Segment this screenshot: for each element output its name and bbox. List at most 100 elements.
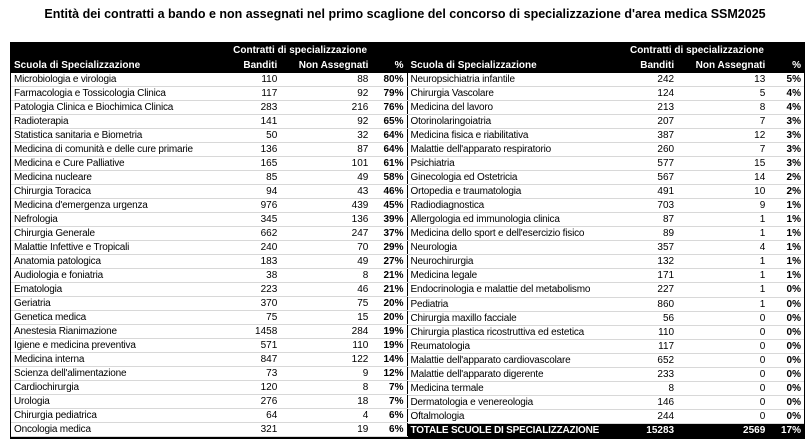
table-row: Medicina interna 847 122 14% — [11, 352, 407, 367]
non-assegnati-value: 8 — [280, 268, 372, 283]
non-assegnati-value: 0 — [677, 409, 769, 424]
non-assegnati-value: 49 — [280, 170, 372, 185]
school-name: Neurologia — [407, 240, 626, 256]
non-assegnati-value: 9 — [677, 198, 769, 214]
column-header-non-assegnati: Non Assegnati — [677, 58, 769, 73]
non-assegnati-value: 18 — [280, 394, 372, 409]
percent-value: 3% — [768, 128, 804, 144]
table-row: Radioterapia 141 92 65% — [11, 114, 407, 129]
non-assegnati-value: 15 — [280, 310, 372, 325]
non-assegnati-value: 8 — [280, 380, 372, 395]
table-row: Anatomia patologica 183 49 27% — [11, 254, 407, 269]
school-name: Urologia — [11, 394, 229, 409]
percent-value: 46% — [371, 184, 407, 199]
table-row: Medicina nucleare 85 49 58% — [11, 170, 407, 185]
percent-value: 3% — [768, 114, 804, 130]
banditi-value: 110 — [625, 325, 678, 340]
banditi-value: 15283 — [625, 423, 678, 437]
table-row: Microbiologia e virologia 110 88 80% — [11, 73, 407, 87]
school-name: Ematologia — [11, 282, 229, 297]
table-row: Chirurgia pediatrica 64 4 6% — [11, 408, 407, 423]
table-row: Medicina dello sport e dell'esercizio fi… — [407, 226, 804, 242]
school-name: Medicina interna — [11, 352, 229, 367]
percent-value: 19% — [371, 338, 407, 353]
percent-value: 0% — [768, 339, 804, 354]
non-assegnati-value: 0 — [677, 339, 769, 354]
column-header-row: Scuola di Specializzazione Banditi Non A… — [11, 58, 407, 73]
left-table-header: Contratti di specializzazione Scuola di … — [11, 43, 407, 73]
non-assegnati-value: 15 — [677, 156, 769, 172]
school-name: Medicina legale — [407, 268, 626, 284]
non-assegnati-value: 4 — [280, 408, 372, 423]
group-header: Contratti di specializzazione — [625, 43, 769, 58]
percent-value: 64% — [371, 128, 407, 143]
school-name: Radioterapia — [11, 114, 229, 129]
percent-value: 61% — [371, 156, 407, 171]
non-assegnati-value: 43 — [280, 184, 372, 199]
percent-value: 1% — [768, 198, 804, 214]
school-name: Medicina di comunità e delle cure primar… — [11, 142, 229, 157]
banditi-value: 56 — [625, 311, 678, 326]
school-name: Otorinolaringoiatria — [407, 114, 626, 130]
percent-value: 19% — [371, 324, 407, 339]
table-row: Geriatria 370 75 20% — [11, 296, 407, 311]
table-row: Reumatologia 117 0 0% — [407, 339, 804, 354]
total-row: TOTALE SCUOLE DI SPECIALIZZAZIONE 15283 25… — [407, 423, 804, 437]
table-row: Statistica sanitaria e Biometria 50 32 64% — [11, 128, 407, 143]
specialization-table: Contratti di specializzazione Scuola di … — [10, 42, 805, 439]
percent-value: 0% — [768, 297, 804, 312]
school-name: Chirurgia Generale — [11, 226, 229, 241]
school-name: Genetica medica — [11, 310, 229, 325]
banditi-value: 223 — [228, 282, 281, 297]
banditi-value: 73 — [228, 366, 281, 381]
column-header-banditi: Banditi — [228, 58, 281, 73]
table-row: Medicina d'emergenza urgenza 976 439 45% — [11, 198, 407, 213]
school-name: Chirurgia Vascolare — [407, 86, 626, 102]
school-name: Malattie dell'apparato cardiovascolare — [407, 353, 626, 368]
banditi-value: 1458 — [228, 324, 281, 339]
column-header-banditi: Banditi — [625, 58, 678, 73]
banditi-value: 242 — [625, 73, 678, 88]
school-name: Medicina e Cure Palliative — [11, 156, 229, 171]
non-assegnati-value: 7 — [677, 142, 769, 158]
percent-value: 0% — [768, 367, 804, 382]
table-row: Farmacologia e Tossicologia Clinica 117 92… — [11, 86, 407, 101]
table-row: Dermatologia e venereologia 146 0 0% — [407, 395, 804, 410]
percent-value: 80% — [371, 73, 407, 87]
percent-value: 0% — [768, 395, 804, 410]
percent-value: 39% — [371, 212, 407, 227]
school-name: Farmacologia e Tossicologia Clinica — [11, 86, 229, 101]
table-row: Ortopedia e traumatologia 491 10 2% — [407, 184, 804, 200]
banditi-value: 276 — [228, 394, 281, 409]
table-row: Otorinolaringoiatria 207 7 3% — [407, 114, 804, 130]
school-name: Audiologia e foniatria — [11, 268, 229, 283]
non-assegnati-value: 32 — [280, 128, 372, 143]
school-name: Medicina dello sport e dell'esercizio fi… — [407, 226, 626, 242]
header-spacer — [371, 43, 407, 58]
percent-value: 76% — [371, 100, 407, 115]
percent-value: 14% — [371, 352, 407, 367]
school-name: Chirurgia pediatrica — [11, 408, 229, 423]
table-row: Ematologia 223 46 21% — [11, 282, 407, 297]
group-header-row: Contratti di specializzazione — [407, 43, 804, 58]
left-table-body: Microbiologia e virologia 110 88 80% Farmaco… — [11, 73, 407, 437]
left-table: Contratti di specializzazione Scuola di … — [11, 43, 408, 437]
non-assegnati-value: 1 — [677, 226, 769, 242]
banditi-value: 387 — [625, 128, 678, 144]
non-assegnati-value: 70 — [280, 240, 372, 255]
non-assegnati-value: 439 — [280, 198, 372, 213]
table-row: Allergologia ed immunologia clinica 87 1 1% — [407, 212, 804, 228]
table-row: Chirurgia Generale 662 247 37% — [11, 226, 407, 241]
banditi-value: 141 — [228, 114, 281, 129]
banditi-value: 94 — [228, 184, 281, 199]
table-row: Oftalmologia 244 0 0% — [407, 409, 804, 424]
non-assegnati-value: 101 — [280, 156, 372, 171]
banditi-value: 171 — [625, 268, 678, 284]
percent-value: 2% — [768, 184, 804, 200]
group-header: Contratti di specializzazione — [228, 43, 372, 58]
table-row: Chirurgia Toracica 94 43 46% — [11, 184, 407, 199]
percent-value: 29% — [371, 240, 407, 255]
school-name: Chirurgia Toracica — [11, 184, 229, 199]
non-assegnati-value: 87 — [280, 142, 372, 157]
